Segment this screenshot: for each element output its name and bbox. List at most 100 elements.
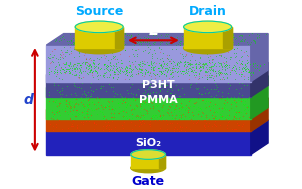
Point (74, 38, 79, 41)
Point (180, 113, 185, 116)
Point (112, 64, 117, 67)
Point (53, 38, 58, 41)
Point (54, 71, 59, 74)
Point (190, 66, 195, 69)
Point (161, 73, 166, 76)
Point (63, 70, 68, 73)
Point (110, 33, 114, 36)
Point (186, 105, 191, 108)
Point (246, 69, 251, 72)
Point (217, 117, 221, 120)
Point (58, 72, 63, 75)
Point (73, 81, 78, 84)
Point (200, 63, 205, 66)
Point (76, 76, 81, 79)
Point (179, 108, 184, 111)
Point (79, 101, 84, 104)
Point (217, 65, 222, 68)
Point (255, 64, 259, 67)
Point (202, 63, 207, 66)
Point (118, 92, 123, 95)
Point (96, 58, 101, 61)
Point (50, 60, 55, 63)
Point (80, 81, 85, 84)
Point (249, 74, 253, 77)
Point (75, 39, 80, 42)
Point (60, 92, 65, 95)
Point (246, 68, 251, 71)
Point (194, 66, 199, 69)
Point (181, 71, 186, 74)
Point (47, 90, 52, 93)
Text: Gate: Gate (132, 175, 165, 188)
Point (177, 129, 182, 132)
Point (199, 47, 204, 50)
Point (210, 111, 215, 114)
Point (120, 77, 125, 80)
Point (106, 43, 111, 46)
Point (170, 69, 175, 72)
Point (110, 72, 115, 75)
Point (240, 70, 245, 73)
Point (133, 69, 138, 72)
Point (64, 69, 69, 72)
Point (206, 91, 210, 94)
Point (226, 86, 230, 89)
Point (149, 61, 153, 64)
Point (134, 116, 139, 119)
Point (59, 87, 64, 90)
Point (183, 60, 188, 63)
Point (79, 71, 84, 74)
Point (118, 79, 123, 82)
Point (124, 98, 129, 101)
Point (219, 62, 223, 65)
Point (85, 112, 90, 115)
Point (206, 60, 211, 63)
Point (231, 128, 236, 131)
Point (165, 62, 170, 65)
Point (190, 74, 195, 77)
Point (72, 41, 77, 44)
Point (245, 41, 249, 44)
Point (209, 125, 214, 128)
Point (180, 73, 185, 76)
Point (77, 77, 82, 80)
Point (68, 106, 73, 109)
Point (221, 101, 226, 104)
Point (246, 75, 251, 78)
Point (169, 110, 173, 113)
Point (185, 111, 190, 114)
Point (252, 40, 257, 43)
Point (224, 64, 229, 67)
Polygon shape (47, 98, 268, 109)
Polygon shape (47, 76, 268, 87)
Point (211, 69, 216, 72)
Point (65, 63, 70, 66)
Point (239, 93, 244, 96)
Point (174, 67, 178, 70)
Point (203, 107, 207, 110)
Point (207, 68, 211, 71)
Point (207, 75, 212, 78)
Point (134, 48, 139, 51)
Point (130, 41, 135, 44)
Point (86, 101, 91, 104)
Point (92, 37, 96, 40)
Point (116, 60, 120, 64)
Point (50, 129, 55, 132)
Point (150, 69, 155, 72)
Point (146, 75, 150, 78)
Point (68, 67, 73, 70)
Point (121, 70, 126, 73)
Point (134, 105, 139, 108)
Point (232, 101, 237, 104)
Point (54, 65, 59, 68)
Point (147, 64, 152, 67)
Point (127, 70, 132, 73)
Point (170, 69, 175, 72)
Point (126, 101, 131, 104)
Point (115, 77, 120, 80)
Point (207, 96, 212, 99)
Point (81, 37, 86, 40)
Point (54, 68, 59, 71)
